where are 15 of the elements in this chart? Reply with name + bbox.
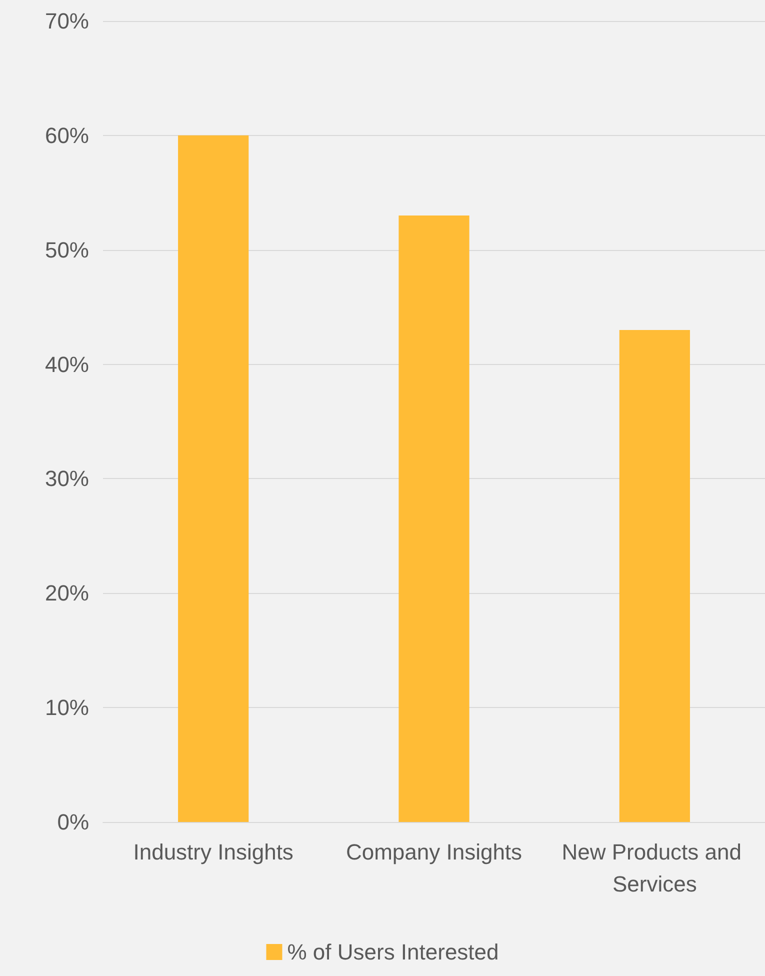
x-tick-label: Company Insights [346, 840, 522, 864]
y-tick-label: 70% [44, 8, 89, 34]
y-tick-label: 0% [57, 810, 89, 834]
y-tick-label: 50% [44, 237, 89, 262]
y-tick-label: 60% [44, 122, 89, 148]
bar [619, 330, 690, 822]
y-tick-label: 30% [44, 466, 89, 492]
y-tick-label: 20% [44, 580, 89, 606]
bar [398, 216, 470, 822]
y-tick-label: 10% [44, 695, 89, 720]
legend-label: % of Users Interested [287, 940, 499, 964]
x-tick-label: New Products and Services [562, 840, 748, 896]
x-tick-label: Industry Insights [133, 840, 294, 864]
y-tick-label: 40% [44, 352, 89, 377]
bar [178, 135, 249, 822]
